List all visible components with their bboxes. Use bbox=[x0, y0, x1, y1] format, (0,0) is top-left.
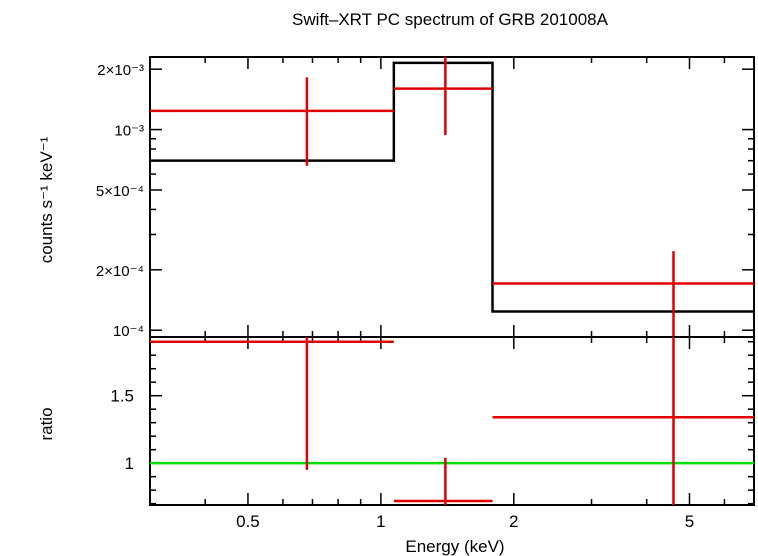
x-tick-label: 0.5 bbox=[236, 512, 260, 531]
y-tick-label: 2×10⁻³ bbox=[97, 62, 144, 79]
y-tick-label: 10⁻³ bbox=[114, 123, 144, 140]
y-tick-label: 5×10⁻⁴ bbox=[96, 183, 144, 200]
x-axis-label: Energy (keV) bbox=[405, 537, 504, 556]
bottom-y-axis-label: ratio bbox=[37, 407, 56, 440]
x-tick-label: 1 bbox=[376, 512, 385, 531]
y-tick-label: 10⁻⁴ bbox=[113, 323, 144, 340]
spectrum-panel: 10⁻⁴ 2×10⁻⁴ 5×10⁻⁴ 10⁻³ 2×10⁻³ bbox=[96, 56, 755, 340]
y-tick-label: 1.5 bbox=[110, 387, 134, 406]
x-tick-label: 2 bbox=[509, 512, 518, 531]
ratio-panel: 1 1.5 0.5 1 2 5 bbox=[110, 336, 755, 531]
top-y-axis-label: counts s⁻¹ keV⁻¹ bbox=[37, 136, 56, 263]
ratio-frame bbox=[149, 336, 755, 506]
x-tick-label: 5 bbox=[685, 512, 694, 531]
spectrum-frame bbox=[149, 56, 755, 338]
model-step-line bbox=[150, 61, 754, 313]
chart-title: Swift–XRT PC spectrum of GRB 201008A bbox=[292, 10, 609, 29]
y-tick-label: 2×10⁻⁴ bbox=[96, 263, 144, 280]
y-tick-label: 1 bbox=[125, 454, 134, 473]
